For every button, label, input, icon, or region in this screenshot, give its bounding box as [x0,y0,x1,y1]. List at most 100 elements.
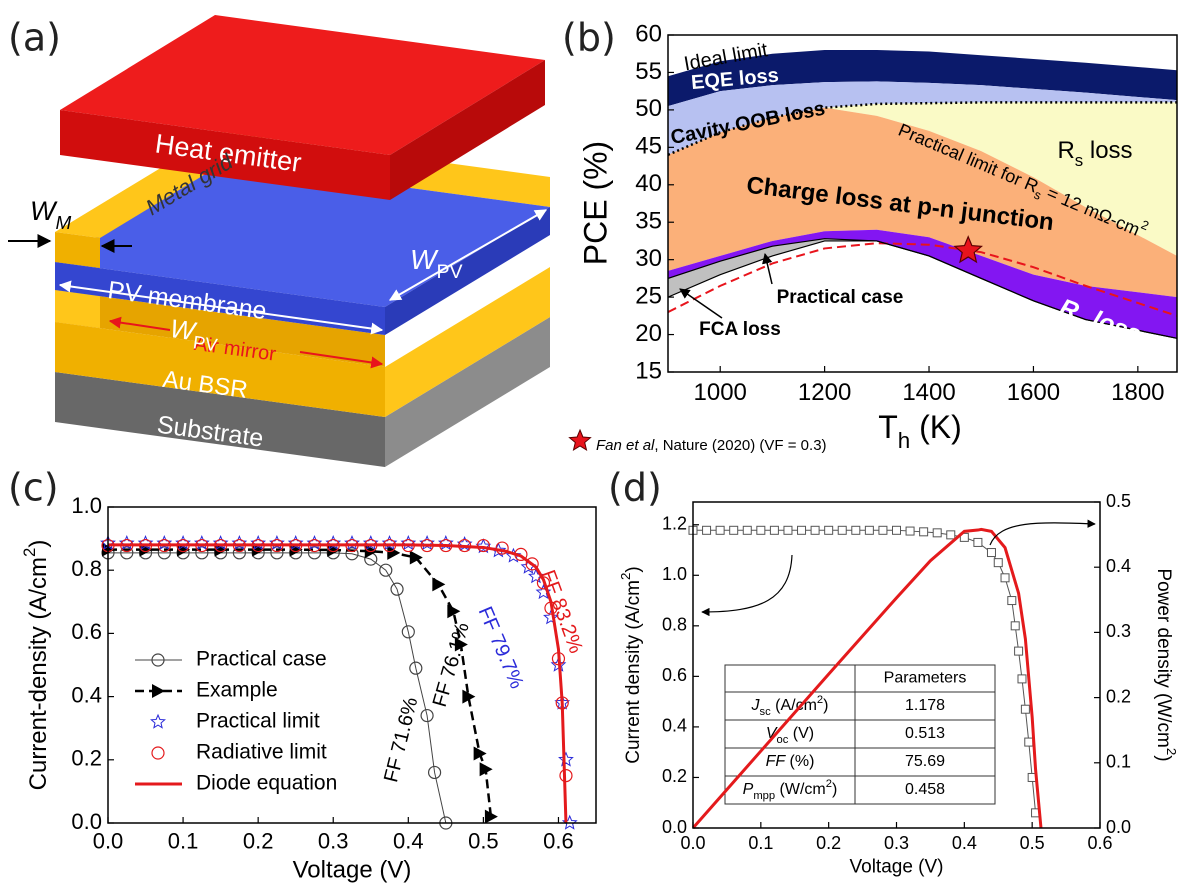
y2-tick-label: 0.5 [1106,491,1131,511]
table-cell: 0.458 [905,781,945,798]
table-cell-part: P [743,781,754,798]
marker [1025,738,1033,746]
label-part: PV [436,261,462,283]
marker [757,526,765,534]
marker [1001,574,1009,582]
y-tick-label: 55 [635,58,662,85]
marker [994,559,1002,567]
annotation-part: loss [1083,137,1132,164]
marker [852,526,860,534]
x-tick-label: 0.6 [543,829,574,854]
legend-label-part: , Nature (2020) (VF = 0.3) [654,437,826,454]
marker [1008,597,1016,605]
marker [974,538,982,546]
legend-label: Practical case [196,648,327,671]
y-tick-label: 0.4 [71,682,102,707]
x-tick-label: 1400 [902,379,955,406]
y-axis-label: Current-density (A/cm2) [20,540,52,791]
panel-label: (c) [8,466,59,510]
marker [825,526,833,534]
grid-wall [55,290,100,328]
marker [893,526,901,534]
annotation-part: s [1075,151,1083,170]
marker [1021,705,1029,713]
x-axis-label: Voltage (V) [293,857,412,884]
marker [879,526,887,534]
legend-label-part: Fan et al [596,437,655,454]
x-axis-label: Voltage (V) [850,857,944,878]
y-tick-label: 1.0 [662,564,687,584]
x-axis-label-part: h [898,428,910,453]
panel-label: (b) [562,16,616,60]
marker [1011,622,1019,630]
table-cell-part: ) [832,781,837,798]
table-cell-part: ) [823,697,828,714]
x-tick-label: 0.2 [816,833,841,853]
marker [947,531,955,539]
y-tick-label: 60 [635,20,662,47]
x-tick-label: 0.4 [952,833,977,853]
marker [784,526,792,534]
table-cell: FF (%) [766,753,815,770]
x-tick-label: 0.5 [468,829,499,854]
annotation: Practical case [777,287,904,308]
legend-label: Example [196,679,278,702]
y-tick-label: 0.4 [662,716,687,736]
marker [770,526,778,534]
y-tick-label: 25 [635,282,662,309]
legend-label: Diode equation [196,772,337,795]
page: {"diagram": {"panel_label": "(a)", "heat… [0,0,1185,889]
table-cell-part: (%) [785,753,814,770]
y-axis-label-part: Current density (A/cm [623,580,644,764]
x-tick-label: 0.3 [884,833,909,853]
marker [838,526,846,534]
legend-label: Radiative limit [196,741,327,764]
y-tick-label: 0.2 [662,766,687,786]
legend-label: Practical limit [196,710,320,733]
x-tick-label: 1600 [1007,379,1060,406]
y-tick-label: 1.2 [662,513,687,533]
marker [1018,675,1026,683]
y-axis-label-part: Current-density (A/cm [25,557,52,790]
y-tick-label: 0.0 [71,809,102,834]
panel-label: (a) [8,16,61,60]
marker [811,526,819,534]
x-tick-label: 0.5 [1020,833,1045,853]
y-tick-label: 0.6 [662,665,687,685]
table-cell: 1.178 [905,697,945,714]
table-cell-part: oc [777,734,789,746]
label-part: PV [192,332,220,355]
x-tick-label: 0.4 [393,829,424,854]
table-cell-part: sc [760,706,772,718]
y-tick-label: 0.8 [71,556,102,581]
y-tick-label: 0.2 [71,746,102,771]
marker [906,527,914,535]
marker [865,526,873,534]
annotation-part: R [1057,137,1074,164]
x-axis-label-part: (K) [910,409,962,445]
table-cell-part: (W/cm [775,781,826,798]
y-axis-label-part: ) [623,566,644,572]
y2-axis-label-part: 2 [1164,748,1179,755]
y-tick-label: 45 [635,133,662,160]
y-tick-label: 40 [635,170,662,197]
y-tick-label: 50 [635,95,662,122]
y2-tick-label: 0.1 [1106,752,1131,772]
y-axis-label-part: ) [25,540,52,548]
annotation: FCA loss [699,319,781,340]
y2-tick-label: 0.3 [1106,621,1131,641]
label-part: W [30,196,58,226]
y-tick-label: 1.0 [71,493,102,518]
grid-front [55,232,100,268]
y-tick-label: 30 [635,245,662,272]
x-tick-label: 1000 [694,379,747,406]
marker [1015,647,1023,655]
y-axis-label-part: 2 [20,548,39,557]
y-tick-label: 20 [635,320,662,347]
marker [743,526,751,534]
marker [920,528,928,536]
marker [798,526,806,534]
marker [987,549,995,557]
legend-label: Fan et al, Nature (2020) (VF = 0.3) [596,437,827,454]
label-part: W [410,244,439,275]
